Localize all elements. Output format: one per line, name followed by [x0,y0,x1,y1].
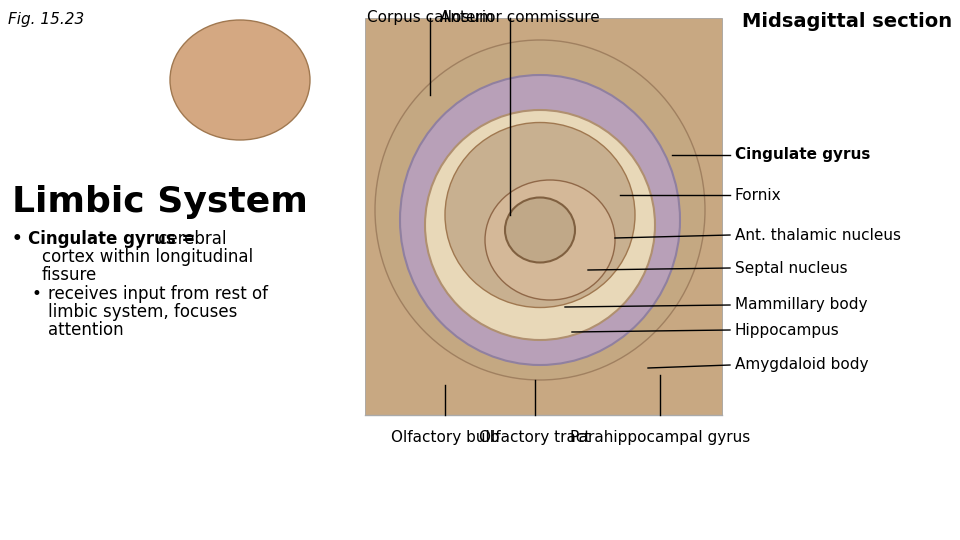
Text: Hippocampus: Hippocampus [735,322,840,338]
Text: Parahippocampal gyrus: Parahippocampal gyrus [570,430,750,445]
Text: Corpus callosum: Corpus callosum [367,10,493,25]
Text: Ant. thalamic nucleus: Ant. thalamic nucleus [735,227,901,242]
Bar [365,18,722,415]
Text: Midsagittal section: Midsagittal section [742,12,952,31]
Ellipse shape [425,110,655,340]
Text: Fig. 15.23: Fig. 15.23 [8,12,84,27]
Text: receives input from rest of: receives input from rest of [48,285,268,303]
Ellipse shape [170,20,310,140]
Text: attention: attention [48,321,124,339]
Text: limbic system, focuses: limbic system, focuses [48,303,237,321]
Text: •: • [32,285,42,303]
Text: fissure: fissure [42,266,97,284]
Text: Anterior commissure: Anterior commissure [440,10,600,25]
Text: Amygdaloid body: Amygdaloid body [735,357,869,373]
Ellipse shape [445,123,635,307]
Text: Olfactory tract: Olfactory tract [479,430,590,445]
Text: Limbic System: Limbic System [12,185,308,219]
Ellipse shape [400,75,680,365]
Text: Septal nucleus: Septal nucleus [735,260,848,275]
Text: •: • [12,230,23,248]
Ellipse shape [375,40,705,380]
Text: Cingulate gyrus: Cingulate gyrus [735,147,871,163]
Ellipse shape [505,198,575,262]
Text: Mammillary body: Mammillary body [735,298,868,313]
Text: Cingulate gyrus =: Cingulate gyrus = [28,230,196,248]
Text: cortex within longitudinal: cortex within longitudinal [42,248,253,266]
Ellipse shape [485,180,615,300]
Text: Fornix: Fornix [735,187,781,202]
Text: Olfactory bulb: Olfactory bulb [391,430,499,445]
Text: cerebral: cerebral [153,230,227,248]
